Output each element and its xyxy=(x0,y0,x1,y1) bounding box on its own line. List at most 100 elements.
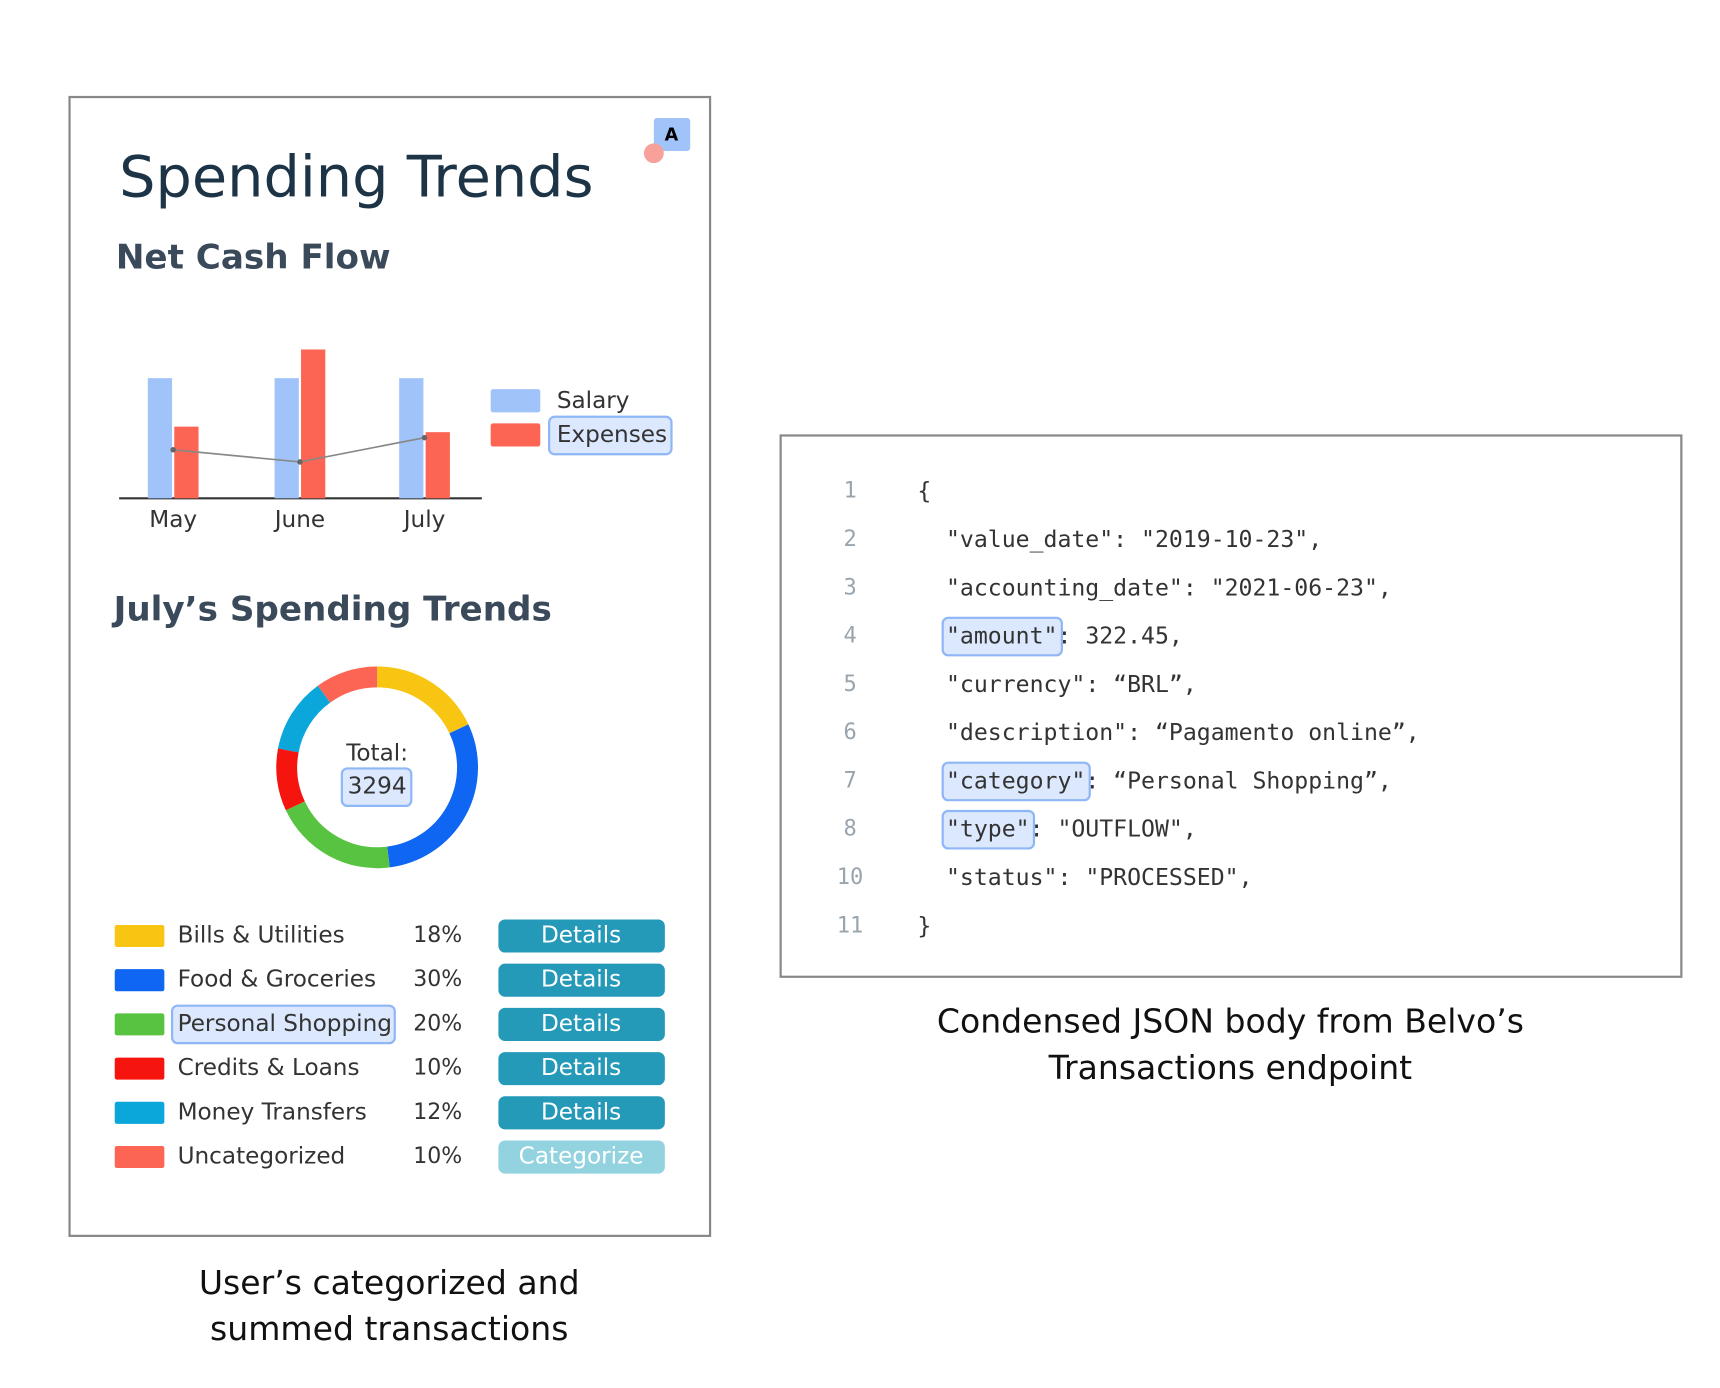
highlight-box xyxy=(340,767,413,808)
code-line: "type": "OUTFLOW", xyxy=(946,816,1197,842)
donut-segment xyxy=(285,801,390,869)
json-value: } xyxy=(917,913,931,939)
app-title: Spending Trends xyxy=(119,143,593,210)
x-tick-label: May xyxy=(149,507,197,533)
category-label: Money Transfers xyxy=(178,1099,367,1125)
json-value: : 322.45, xyxy=(1057,623,1182,649)
json-value: : "2021-06-23", xyxy=(1183,575,1392,601)
category-label: Uncategorized xyxy=(178,1144,346,1170)
avatar-letter: A xyxy=(665,126,679,146)
legend-swatch xyxy=(490,423,541,447)
button-label: Details xyxy=(541,1055,621,1081)
button-label: Details xyxy=(541,967,621,993)
code-line: { xyxy=(917,478,931,504)
line-number: 8 xyxy=(843,817,856,842)
line-number: 3 xyxy=(843,575,856,600)
category-label: Bills & Utilities xyxy=(178,922,345,948)
avatar[interactable] xyxy=(653,117,691,152)
code-line: "amount": 322.45, xyxy=(946,623,1183,649)
total-label: Total: xyxy=(345,741,408,767)
trend-point xyxy=(421,434,428,441)
button-label: Details xyxy=(541,1099,621,1125)
code-line: "value_date": "2019-10-23", xyxy=(946,526,1322,552)
json-key: "currency" xyxy=(946,671,1085,697)
highlight-box xyxy=(941,616,1063,657)
percent-label: 12% xyxy=(413,1100,462,1125)
category-label: Credits & Loans xyxy=(178,1055,360,1081)
button-label: Details xyxy=(541,1011,621,1037)
line-number: 1 xyxy=(843,479,856,504)
code-panel xyxy=(779,434,1683,978)
json-key: "status" xyxy=(946,865,1057,891)
line-number: 2 xyxy=(843,527,856,552)
line-number: 6 xyxy=(843,720,856,745)
json-key: "description" xyxy=(946,720,1127,746)
donut-segment xyxy=(376,666,469,734)
code-line: "description": “Pagamento online”, xyxy=(946,720,1420,746)
percent-label: 10% xyxy=(413,1056,462,1081)
json-key: "amount" xyxy=(946,623,1057,649)
donut-segment xyxy=(317,666,378,703)
highlight-box xyxy=(941,809,1036,850)
code-line: } xyxy=(917,913,931,939)
bar xyxy=(301,349,326,499)
json-value: : “Pagamento online”, xyxy=(1127,720,1420,746)
percent-label: 10% xyxy=(413,1144,462,1169)
caption: Transactions endpoint xyxy=(1048,1048,1413,1087)
category-label: Food & Groceries xyxy=(178,967,377,993)
json-value: : "PROCESSED", xyxy=(1057,865,1252,891)
code-line: "accounting_date": "2021-06-23", xyxy=(946,575,1392,601)
action-button[interactable] xyxy=(498,1096,665,1130)
donut-segment xyxy=(386,724,478,868)
x-tick-label: July xyxy=(402,507,446,533)
percent-label: 30% xyxy=(413,967,462,992)
action-button[interactable] xyxy=(498,1007,665,1041)
legend-swatch xyxy=(114,1101,165,1124)
caption: User’s categorized and xyxy=(199,1263,580,1302)
action-button[interactable] xyxy=(498,1140,665,1174)
total-value: 3294 xyxy=(348,774,407,800)
line-number: 5 xyxy=(843,672,856,697)
avatar-dot xyxy=(643,143,664,164)
section-title: Net Cash Flow xyxy=(116,238,391,278)
line-number: 4 xyxy=(843,624,856,649)
trend-point xyxy=(297,459,303,465)
percent-label: 18% xyxy=(413,923,462,948)
json-key: "value_date" xyxy=(946,526,1113,552)
highlight-box xyxy=(548,415,673,456)
donut-segment xyxy=(276,748,305,811)
json-key: "type" xyxy=(946,816,1030,842)
action-button[interactable] xyxy=(498,963,665,997)
caption: summed transactions xyxy=(210,1309,568,1348)
percent-label: 20% xyxy=(413,1011,462,1036)
legend-swatch xyxy=(114,1146,165,1169)
bar xyxy=(274,378,299,499)
json-value: { xyxy=(917,478,931,504)
json-key: "accounting_date" xyxy=(946,575,1183,601)
json-value: : "2019-10-23", xyxy=(1113,526,1322,552)
x-tick-label: June xyxy=(273,507,325,533)
legend-swatch xyxy=(114,1013,165,1036)
legend-label: Salary xyxy=(557,388,630,414)
category-label: Personal Shopping xyxy=(178,1011,392,1037)
action-button[interactable] xyxy=(498,1052,665,1086)
code-line: "status": "PROCESSED", xyxy=(946,865,1253,891)
legend-swatch xyxy=(114,1057,165,1080)
section-title: July’s Spending Trends xyxy=(112,589,552,629)
code-line: "category": “Personal Shopping”, xyxy=(946,768,1392,794)
json-value: : "OUTFLOW", xyxy=(1030,816,1197,842)
button-label: Categorize xyxy=(519,1144,644,1170)
line-number: 10 xyxy=(837,865,864,890)
json-value: : “BRL”, xyxy=(1085,671,1196,697)
button-label: Details xyxy=(541,922,621,948)
highlight-box xyxy=(170,1004,396,1045)
highlight-box xyxy=(941,761,1091,802)
line-number: 11 xyxy=(837,913,864,938)
action-button[interactable] xyxy=(498,919,665,953)
legend-swatch xyxy=(114,924,165,948)
bar xyxy=(147,378,173,499)
phone-panel xyxy=(68,95,712,1237)
line-number: 7 xyxy=(843,768,856,793)
trend-point xyxy=(170,447,176,453)
